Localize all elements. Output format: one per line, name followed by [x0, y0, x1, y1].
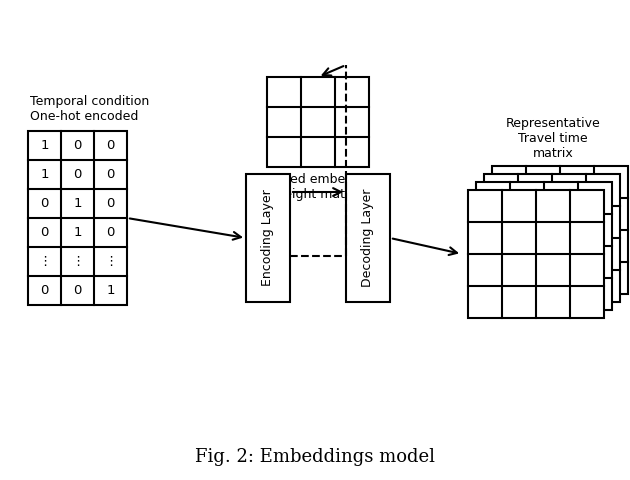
Text: 1: 1	[40, 139, 49, 152]
Text: Learned embedding
weight matrix: Learned embedding weight matrix	[255, 173, 381, 201]
Bar	[468, 190, 604, 318]
Text: 0: 0	[73, 168, 82, 181]
Bar	[28, 131, 127, 305]
Bar	[492, 166, 628, 294]
Text: 0: 0	[40, 226, 49, 239]
Text: 0: 0	[106, 226, 115, 239]
Text: Encoding Layer: Encoding Layer	[261, 190, 275, 287]
Text: 0: 0	[106, 168, 115, 181]
Text: ⋮: ⋮	[71, 255, 84, 268]
Text: 0: 0	[73, 139, 82, 152]
Text: Fig. 2: Embeddings model: Fig. 2: Embeddings model	[195, 448, 435, 466]
Bar	[484, 174, 620, 302]
Text: Decoding Layer: Decoding Layer	[362, 189, 374, 287]
Text: Representative
Travel time
matrix: Representative Travel time matrix	[506, 117, 600, 160]
Text: 1: 1	[106, 284, 115, 297]
Bar	[346, 174, 390, 302]
Text: 1: 1	[73, 226, 82, 239]
Text: 0: 0	[106, 139, 115, 152]
Bar	[246, 174, 290, 302]
Text: 1: 1	[40, 168, 49, 181]
Text: 0: 0	[106, 197, 115, 210]
Text: 1: 1	[73, 197, 82, 210]
Text: 0: 0	[40, 197, 49, 210]
Text: 0: 0	[73, 284, 82, 297]
Bar	[267, 77, 369, 167]
Bar	[476, 182, 612, 310]
Text: 0: 0	[40, 284, 49, 297]
Text: Temporal condition
One-hot encoded: Temporal condition One-hot encoded	[30, 95, 149, 123]
Text: ⋮: ⋮	[104, 255, 117, 268]
Text: ⋮: ⋮	[38, 255, 51, 268]
